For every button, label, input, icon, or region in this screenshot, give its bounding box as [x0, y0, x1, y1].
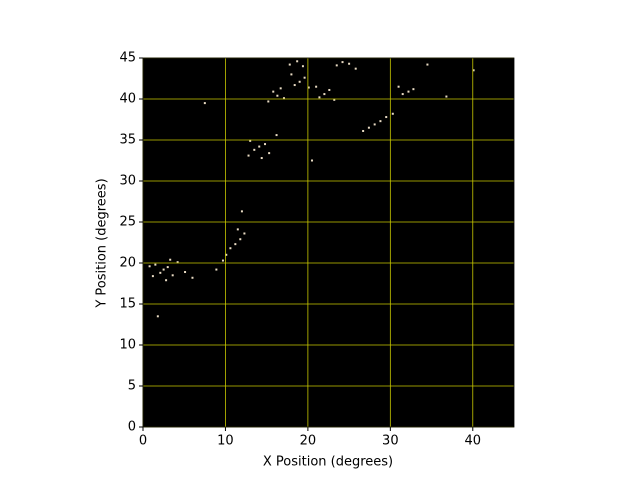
point — [166, 266, 169, 269]
point — [288, 63, 291, 66]
point — [221, 259, 224, 262]
point — [311, 159, 314, 162]
point — [249, 139, 252, 142]
point — [335, 64, 338, 67]
point — [236, 228, 239, 231]
point — [323, 93, 326, 96]
y-tick-label: 20 — [119, 256, 136, 271]
point — [379, 120, 382, 123]
point — [276, 94, 279, 97]
point — [272, 90, 275, 93]
y-tick-label: 25 — [119, 215, 136, 230]
y-tick-label: 10 — [119, 338, 136, 353]
point — [229, 247, 232, 250]
point — [165, 279, 168, 282]
point — [296, 60, 299, 63]
point — [151, 275, 154, 278]
point — [333, 98, 336, 101]
point — [154, 263, 157, 266]
point — [275, 134, 278, 137]
point — [268, 152, 271, 155]
point — [301, 65, 304, 68]
point — [318, 96, 321, 99]
point — [258, 145, 261, 148]
y-tick-label: 15 — [119, 297, 136, 312]
point — [348, 62, 351, 65]
point — [367, 126, 370, 129]
x-tick-label: 10 — [217, 434, 234, 449]
point — [397, 85, 400, 88]
point — [234, 243, 237, 246]
point — [472, 69, 475, 72]
point — [373, 123, 376, 126]
point — [354, 67, 357, 70]
point — [412, 88, 415, 91]
point — [407, 90, 410, 93]
x-axis-label: X Position (degrees) — [263, 455, 393, 470]
point — [362, 129, 365, 132]
point — [243, 232, 246, 235]
point — [307, 86, 310, 89]
point — [176, 261, 179, 264]
point — [239, 238, 242, 241]
y-tick-label: 0 — [128, 420, 136, 435]
point — [264, 143, 267, 146]
point — [156, 315, 159, 318]
y-tick-label: 35 — [119, 133, 136, 148]
point — [215, 268, 218, 271]
point — [184, 271, 187, 274]
point — [391, 112, 394, 115]
y-tick-label: 45 — [119, 51, 136, 66]
point — [315, 85, 318, 88]
y-tick-label: 5 — [128, 379, 136, 394]
point — [267, 100, 270, 103]
point — [298, 80, 301, 83]
point — [385, 116, 388, 119]
point — [445, 95, 448, 98]
point — [159, 271, 162, 274]
x-tick-label: 0 — [139, 434, 147, 449]
point — [279, 87, 282, 90]
point — [225, 253, 228, 256]
y-tick-label: 40 — [119, 92, 136, 107]
point — [148, 265, 151, 268]
point — [247, 154, 250, 157]
y-tick-label: 30 — [119, 174, 136, 189]
x-tick-label: 30 — [382, 434, 399, 449]
plot-frame — [142, 57, 515, 428]
point — [253, 148, 256, 151]
point — [401, 93, 404, 96]
y-axis-label: Y Position (degrees) — [95, 178, 110, 308]
point — [426, 63, 429, 66]
x-tick-label: 40 — [465, 434, 482, 449]
point — [282, 97, 285, 100]
point — [169, 258, 172, 261]
point — [260, 157, 263, 160]
point — [328, 88, 331, 91]
x-tick-label: 20 — [300, 434, 317, 449]
point — [191, 276, 194, 279]
point — [240, 210, 243, 213]
point — [171, 274, 174, 277]
point — [203, 102, 206, 105]
plot-area — [143, 58, 514, 427]
point — [293, 84, 296, 87]
point — [303, 76, 306, 79]
point — [290, 73, 293, 76]
point — [162, 268, 165, 271]
point — [341, 61, 344, 64]
